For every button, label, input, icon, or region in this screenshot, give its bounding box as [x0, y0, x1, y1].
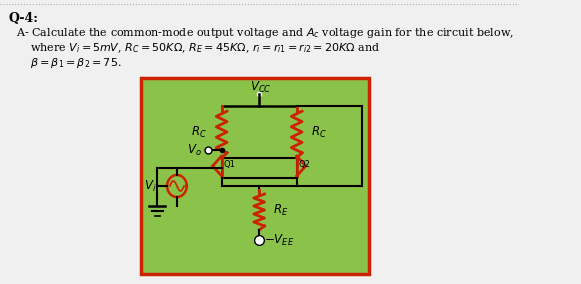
- Text: $\beta = \beta_1 = \beta_2 = 75$.: $\beta = \beta_1 = \beta_2 = 75$.: [16, 56, 121, 70]
- Text: $-V_{EE}$: $-V_{EE}$: [264, 232, 294, 248]
- Text: where $V_i = 5mV$, $R_C = 50K\Omega$, $R_E = 45K\Omega$, $r_i = r_{i1} = r_{i2} : where $V_i = 5mV$, $R_C = 50K\Omega$, $R…: [16, 41, 381, 55]
- Text: Q1: Q1: [224, 160, 235, 169]
- Text: $V_o$: $V_o$: [187, 143, 202, 158]
- Text: $V_{CC}$: $V_{CC}$: [250, 80, 272, 95]
- Text: $R_C$: $R_C$: [191, 124, 207, 139]
- Text: $R_C$: $R_C$: [311, 124, 327, 139]
- Text: Q2: Q2: [299, 160, 310, 169]
- FancyBboxPatch shape: [141, 78, 369, 274]
- Text: Q-4:: Q-4:: [9, 12, 39, 25]
- Text: $V_i$: $V_i$: [144, 178, 156, 194]
- Text: A- Calculate the common-mode output voltage and $A_c$ voltage gain for the circu: A- Calculate the common-mode output volt…: [16, 26, 514, 40]
- Bar: [221, 158, 297, 178]
- Text: $R_E$: $R_E$: [274, 202, 289, 218]
